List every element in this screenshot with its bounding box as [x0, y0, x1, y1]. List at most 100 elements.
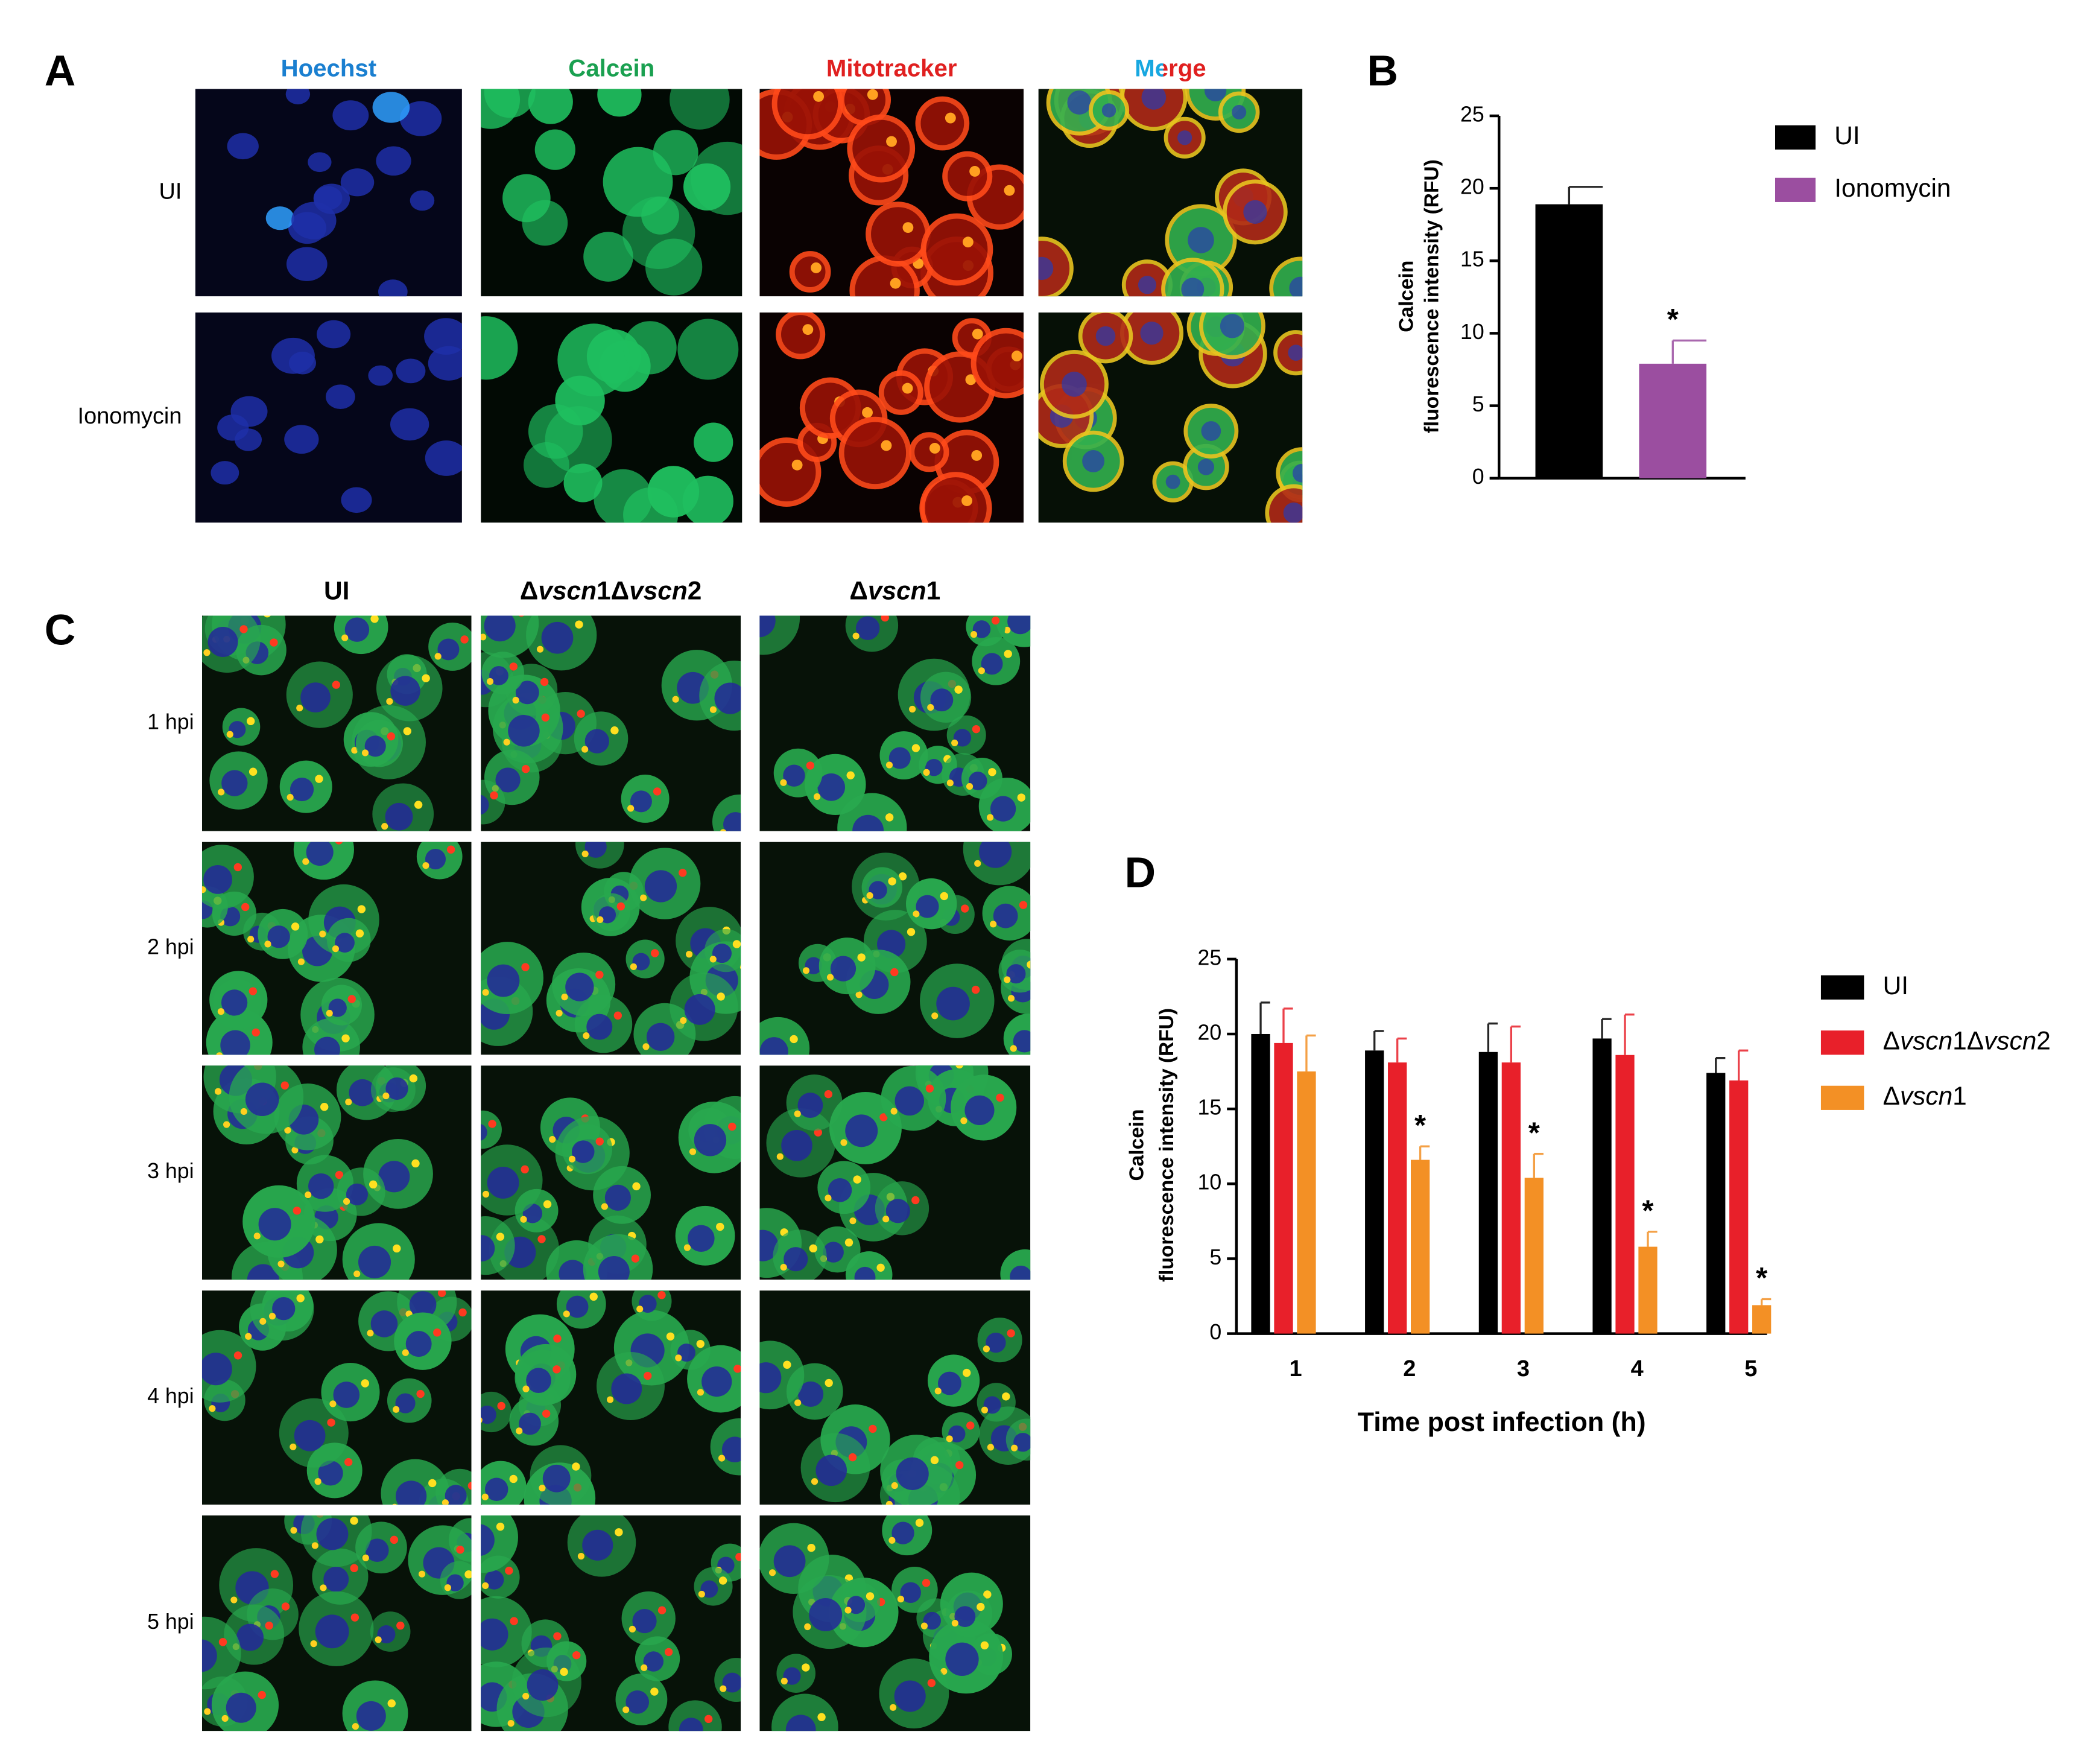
speck: [925, 1084, 934, 1093]
nucleus: [247, 1264, 279, 1280]
speck: [954, 685, 963, 694]
speck: [1017, 793, 1025, 802]
legend-label: UI: [1834, 121, 1860, 150]
speck: [802, 967, 810, 974]
speck: [572, 1651, 581, 1660]
cell: [653, 130, 698, 176]
cell: [919, 472, 992, 523]
speck: [780, 1263, 787, 1271]
speck: [594, 1280, 600, 1286]
speck: [233, 1351, 242, 1360]
micrograph: [759, 313, 1024, 523]
speck: [601, 1203, 608, 1210]
speck: [518, 615, 524, 617]
speck: [542, 1409, 551, 1418]
nucleus: [968, 772, 987, 790]
micrograph: [481, 842, 741, 1055]
bar: [1638, 1246, 1658, 1334]
speck: [387, 732, 396, 741]
speck: [581, 746, 589, 753]
nucleus: [604, 1184, 631, 1211]
speck: [497, 1401, 505, 1410]
speck: [657, 1606, 667, 1614]
speck: [794, 1110, 801, 1117]
nucleus: [428, 346, 462, 381]
nucleus: [286, 247, 328, 281]
speck: [352, 1723, 359, 1730]
error-bar: [1487, 1022, 1498, 1052]
error-bar: [1396, 1037, 1407, 1063]
nucleus: [565, 972, 594, 1001]
nucleus: [541, 621, 574, 654]
nucleus: [759, 1362, 782, 1394]
speck: [575, 620, 583, 629]
nucleus: [1243, 200, 1267, 224]
speck: [522, 1385, 530, 1392]
speck: [319, 930, 326, 938]
speck: [350, 1613, 359, 1622]
speck: [783, 1360, 791, 1369]
speck: [240, 1108, 247, 1115]
speck: [537, 1235, 546, 1243]
cell: [915, 96, 970, 151]
speck: [521, 765, 530, 773]
speck: [927, 1679, 936, 1687]
speck: [597, 916, 604, 924]
speck: [361, 749, 369, 757]
speck: [852, 632, 860, 639]
bar: [1615, 1055, 1635, 1334]
mito-spot: [811, 262, 822, 273]
speck: [556, 1009, 563, 1017]
cell: [557, 323, 630, 396]
speck: [265, 1621, 273, 1630]
speck: [509, 662, 518, 671]
significance-marker: *: [1528, 1117, 1540, 1149]
speck: [940, 892, 949, 901]
y-tick-label: 10: [1460, 320, 1484, 344]
nucleus: [284, 425, 319, 454]
speck: [650, 1687, 659, 1696]
nucleus: [332, 100, 369, 131]
column-header: Calcein: [568, 55, 654, 82]
speck: [846, 771, 855, 779]
nucleus: [267, 925, 290, 948]
nucleus: [677, 1344, 695, 1362]
speck: [891, 1482, 898, 1490]
micrograph: [195, 89, 462, 297]
speck: [549, 1136, 556, 1143]
speck: [840, 1139, 847, 1146]
column-header: Δvscn1Δvscn2: [520, 577, 702, 605]
nucleus: [487, 1167, 519, 1199]
nucleus: [646, 1023, 675, 1051]
mito-spot: [890, 278, 901, 289]
nucleus: [830, 956, 857, 982]
speck: [347, 995, 356, 1003]
speck: [386, 698, 393, 705]
mito-spot: [862, 407, 873, 418]
speck: [622, 1706, 630, 1713]
nucleus: [1177, 130, 1192, 145]
error-bar: [1738, 1049, 1749, 1080]
speck: [253, 1233, 261, 1240]
speck: [882, 1216, 890, 1223]
cell: [789, 251, 831, 293]
legend-label: UI: [1883, 971, 1908, 1000]
speck: [698, 1590, 705, 1597]
speck: [302, 858, 309, 865]
nucleus: [584, 842, 607, 858]
speck: [403, 727, 411, 735]
speck: [392, 1503, 397, 1505]
nucleus: [701, 1366, 732, 1397]
speck: [911, 1196, 920, 1205]
mito-spot: [969, 166, 981, 177]
micrograph: [481, 1065, 741, 1286]
speck: [510, 1617, 518, 1625]
nucleus: [953, 729, 972, 747]
speck: [509, 1474, 518, 1483]
mito-spot: [802, 324, 814, 335]
nucleus: [542, 1464, 571, 1493]
nucleus: [572, 1140, 595, 1163]
mito-spot: [962, 236, 974, 248]
speck: [390, 1535, 399, 1544]
micrograph: [481, 1290, 741, 1505]
